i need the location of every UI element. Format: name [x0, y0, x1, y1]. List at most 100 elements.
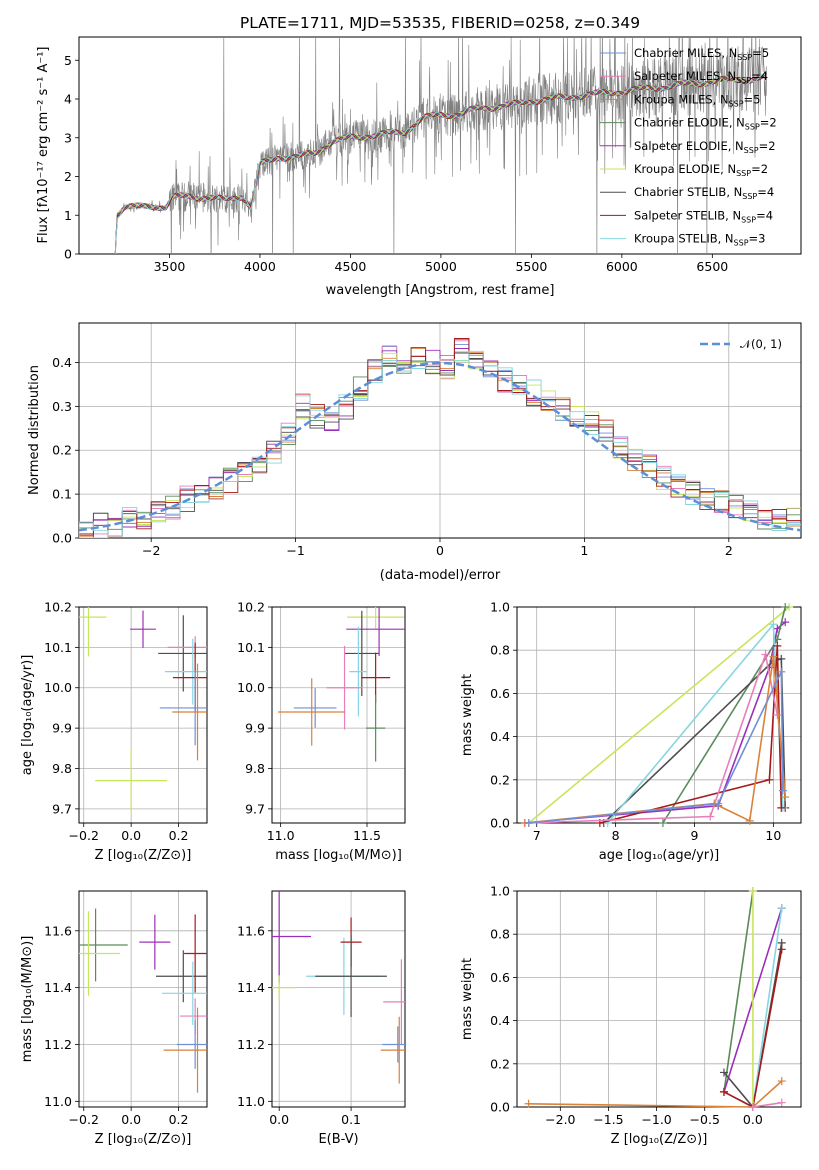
point-salpeter_miles [761, 650, 770, 659]
tick-label-x: 8 [612, 828, 620, 843]
y-axis-label: mass [log₁₀(M/M⊙)] [20, 936, 35, 1063]
series-kroupa_miles [528, 1080, 783, 1108]
tick-label-x: 0.0 [743, 1112, 763, 1127]
legend-entry: Salpeter STELIB, NSSP=4 [634, 208, 773, 224]
tick-label-x: 0.2 [169, 828, 189, 843]
tick-label-x: 7 [533, 828, 541, 843]
series-kroupa_miles [524, 656, 786, 824]
series-salpeter_miles [528, 651, 779, 824]
point-kroupa_miles [777, 1077, 786, 1086]
point-salpeter_stelib [773, 641, 782, 650]
tick-label-y: 10.2 [44, 600, 72, 615]
tick-label-y: 0.0 [490, 1100, 510, 1115]
histogram-kroupa_elodie [79, 352, 801, 538]
x-axis-label: Z [log₁₀(Z/Z⊙)] [95, 848, 192, 863]
tick-label-x: 0.2 [169, 1112, 189, 1127]
tick-label-y: 0.0 [52, 531, 72, 546]
tick-label-y: 1 [64, 208, 72, 223]
tick-label-y: 11.6 [44, 923, 72, 938]
tick-label-x: 9 [691, 828, 699, 843]
tick-label-x: 11.0 [267, 828, 295, 843]
point-kroupa_stelib [777, 904, 786, 913]
tick-label-y: 0 [64, 247, 72, 262]
tick-label-y: 11.2 [44, 1037, 72, 1052]
axes-frame [271, 890, 406, 1108]
point-salpeter_stelib [719, 1087, 728, 1096]
tick-label-x: 10 [765, 828, 781, 843]
tick-label-x: 0.0 [121, 1112, 141, 1127]
legend-entry: Chabrier STELIB, NSSP=4 [634, 185, 774, 201]
legend-entry: 𝒩(0, 1) [740, 337, 782, 351]
point-chabrier_miles [714, 799, 723, 808]
tick-label-y: 11.2 [237, 1037, 265, 1052]
model-spectrum-kroupa_stelib [114, 73, 767, 254]
y-axis-label: Flux [fλ10⁻¹⁷ erg cm⁻² s⁻¹ A⁻¹] [36, 47, 51, 244]
tick-label-y: 11.4 [237, 980, 265, 995]
tick-label-x: 6500 [696, 259, 728, 274]
axes-frame [516, 890, 802, 1108]
model-spectrum-salpeter_stelib [114, 73, 767, 254]
tick-label-x: −2 [142, 543, 160, 558]
tick-label-y: 0.6 [490, 686, 510, 701]
y-axis-label: Normed distribution [27, 365, 42, 495]
x-axis-label: wavelength [Angstrom, rest frame] [326, 283, 555, 298]
point-chabrier_stelib [777, 654, 786, 663]
panel-residuals: −2 −1 0 1 2 0.0 0.1 0.2 0.3 0.4 𝒩(0, 1) (data-model… [27, 322, 802, 583]
point-kroupa_miles [781, 793, 790, 802]
tick-label-y: 0.8 [490, 927, 510, 942]
tick-label-y: 9.8 [52, 761, 72, 776]
tick-label-x: 11.5 [353, 828, 381, 843]
legend-entry: Kroupa STELIB, NSSP=3 [634, 232, 765, 248]
x-axis-label: mass [log₁₀(M/M⊙)] [275, 848, 402, 863]
point-salpeter_stelib [777, 803, 786, 812]
tick-label-x: 5000 [425, 259, 457, 274]
point-chabrier_miles [777, 667, 786, 676]
point-kroupa_miles [745, 816, 754, 825]
tick-label-x: 0.1 [341, 1112, 361, 1127]
axes-frame [78, 606, 208, 824]
tick-label-x: −1.0 [641, 1112, 671, 1127]
tick-label-y: 9.8 [245, 761, 265, 776]
tick-label-x: 0.0 [121, 828, 141, 843]
x-axis-label: age [log₁₀(age/yr)] [599, 848, 720, 863]
tick-label-y: 9.9 [245, 721, 265, 736]
tick-label-y: 0.4 [490, 729, 510, 744]
tick-label-y: 1.0 [490, 884, 510, 899]
plot-area [520, 603, 794, 827]
axes-frame [78, 890, 208, 1108]
series-kroupa_elodie [528, 606, 790, 824]
point-salpeter_stelib [765, 775, 774, 784]
point-kroupa_stelib [769, 620, 778, 629]
y-axis-label: mass weight [460, 674, 475, 756]
x-axis-label: (data-model)/error [380, 568, 501, 583]
tick-label-y: 0.6 [490, 970, 510, 985]
x-axis-label: Z [log₁₀(Z/Z⊙)] [95, 1132, 192, 1147]
histogram-salpeter_stelib [79, 338, 801, 538]
legend-entry: Salpeter ELODIE, NSSP=2 [634, 139, 776, 155]
plot-area [79, 338, 801, 538]
x-axis-label: Z [log₁₀(Z/Z⊙)] [611, 1132, 708, 1147]
point-kroupa_miles [524, 1099, 533, 1108]
point-kroupa_miles [769, 652, 778, 661]
legend-entry: Kroupa ELODIE, NSSP=2 [634, 162, 768, 178]
tick-label-y: 10.2 [237, 600, 265, 615]
panel-mass-vs-Z: −0.2 0.0 0.2 11.0 11.2 11.4 11.6 Z [log₁₀(Z/Z⊙)… [20, 890, 208, 1147]
tick-label-y: 0.2 [52, 443, 72, 458]
panel-spectrum: 3500 4000 4500 5000 5500 6000 6500 0 1 2 3 4 5 Chabri… [36, 14, 802, 298]
plot-area [79, 607, 207, 813]
tick-label-y: 11.6 [237, 923, 265, 938]
panel-age-vs-mass: 11.0 11.5 9.7 9.8 9.9 10.0 10.1 10.2 mass [log₁₀… [237, 600, 406, 863]
plot-area [524, 887, 786, 1111]
point-kroupa_elodie [748, 887, 757, 895]
data-spectrum [114, 37, 767, 254]
tick-label-x: 4000 [244, 259, 276, 274]
axes-frame [78, 36, 802, 255]
point-salpeter_elodie [781, 618, 790, 627]
point-chabrier_elodie [781, 603, 790, 611]
tick-label-y: 0.1 [52, 487, 72, 502]
tick-label-y: 5 [64, 53, 72, 68]
tick-label-y: 4 [64, 92, 72, 107]
plot-area [79, 908, 207, 1093]
plot-area [114, 37, 767, 254]
